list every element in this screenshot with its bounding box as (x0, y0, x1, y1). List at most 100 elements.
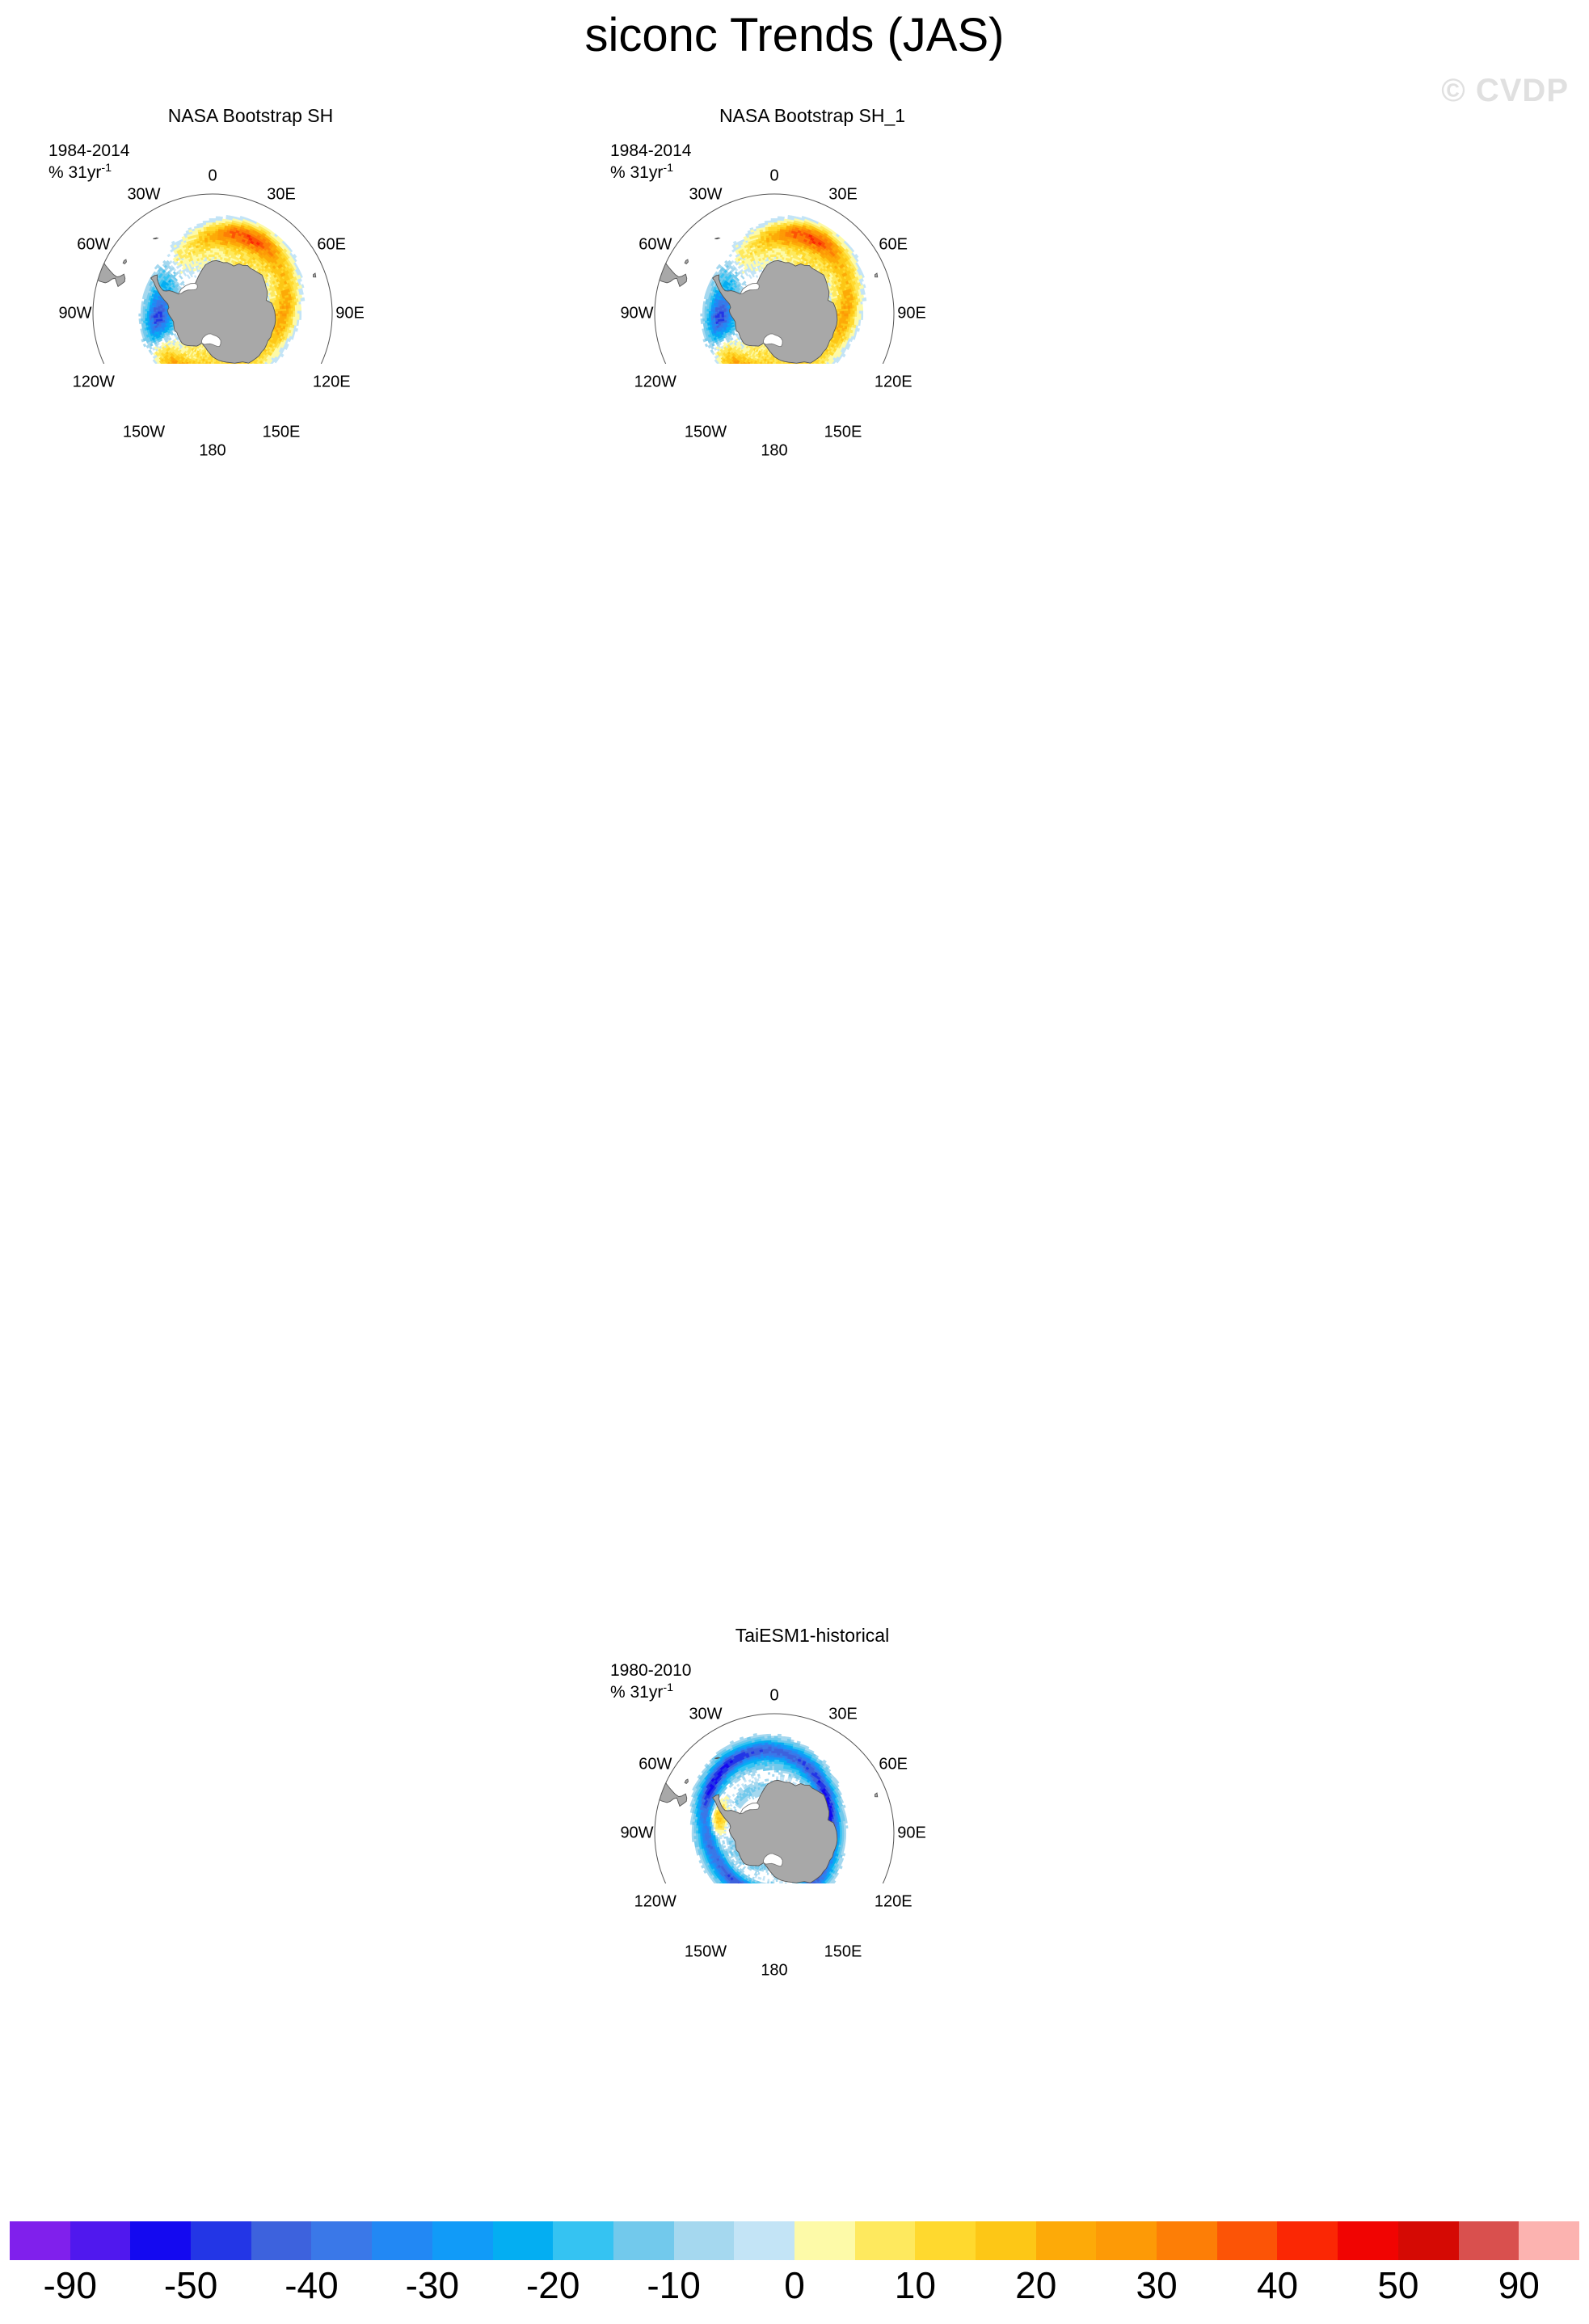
panel-period: 1980-2010 (610, 1661, 692, 1680)
longitude-label: 0 (769, 1686, 779, 1705)
longitude-label: 120W (72, 373, 115, 391)
longitude-label: 30W (127, 185, 161, 204)
map-panel: TaiESM1-historical 1980-2010% 31yr-1 0 30E 6… (610, 1625, 1014, 1980)
colorbar-tick-label: 0 (784, 2264, 805, 2306)
longitude-label: 120E (874, 373, 913, 391)
south-georgia-island (714, 1757, 721, 1760)
colorbar-cell[interactable] (553, 2221, 613, 2260)
colorbar-cell[interactable] (1397, 2221, 1459, 2260)
antarctica-landmass (712, 1779, 838, 1883)
colorbar-cell[interactable] (372, 2221, 432, 2260)
panel-meta: 1980-2010% 31yr-1 (610, 1661, 691, 1703)
longitude-label: 30E (828, 1705, 858, 1723)
colorbar-cell[interactable] (191, 2221, 251, 2260)
longitude-label: 0 (769, 167, 779, 185)
colorbar-cell[interactable] (1277, 2221, 1338, 2260)
colorbar-cell[interactable] (1338, 2221, 1398, 2260)
colorbar-cell[interactable] (794, 2221, 855, 2260)
longitude-label: 150E (262, 423, 301, 441)
longitude-label: 120W (634, 1892, 676, 1911)
polar-map[interactable] (610, 105, 1014, 364)
colorbar-cell[interactable] (70, 2221, 131, 2260)
longitude-label: 30E (267, 185, 296, 204)
data-cells (715, 1811, 723, 1824)
filchner-ronne-ice-shelf (177, 282, 198, 295)
longitude-label: 150W (122, 423, 166, 441)
colorbar-tick-labels: -90 -50 -40 -30 -20 -10 0 10 20 30 40 50 90 (10, 2263, 1579, 2312)
kerguelen-island (875, 1792, 879, 1798)
colorbar-tick-label: 30 (1136, 2264, 1178, 2306)
ross-ice-shelf (762, 1853, 783, 1866)
data-cells (714, 311, 725, 324)
map-panel: NASA Bootstrap SH_1 1984-2014% 31yr-1 0 30E… (610, 105, 1014, 460)
longitude-label: 150W (684, 423, 727, 441)
colorbar-cell[interactable] (130, 2221, 192, 2260)
colorbar-cell[interactable] (613, 2221, 674, 2260)
falkland-islands (122, 259, 127, 265)
ross-ice-shelf (762, 333, 783, 347)
colorbar-cell[interactable] (734, 2221, 794, 2260)
falkland-islands (684, 1778, 689, 1785)
longitude-label: 60E (879, 1755, 908, 1774)
data-cells (769, 234, 822, 364)
colorbar-tick-label: -50 (163, 2264, 218, 2306)
colorbar-cell[interactable] (1519, 2221, 1579, 2260)
colorbar-cell[interactable] (673, 2221, 735, 2260)
panel-period: 1984-2014 (48, 141, 130, 160)
colorbar-cell[interactable] (976, 2221, 1036, 2260)
filchner-ronne-ice-shelf (739, 1802, 760, 1815)
ross-ice-shelf (200, 333, 221, 347)
data-cells (153, 311, 163, 324)
longitude-label: 60W (639, 1755, 672, 1774)
longitude-label: 120E (312, 373, 351, 391)
page-title: siconc Trends (JAS) (584, 9, 1005, 61)
colorbar-cell[interactable] (1216, 2221, 1278, 2260)
colorbar-cell[interactable] (1096, 2221, 1157, 2260)
antarctica-landmass (150, 259, 276, 364)
colorbar-cell[interactable] (251, 2221, 312, 2260)
panel-units: % 31yr-1 (610, 161, 674, 182)
kerguelen-island (875, 272, 879, 278)
longitude-label: 90E (335, 304, 365, 323)
longitude-label: 30W (689, 185, 723, 204)
colorbar-cell[interactable] (1035, 2221, 1097, 2260)
data-cells (207, 234, 260, 364)
longitude-label: 180 (761, 1961, 788, 1980)
longitude-label: 60E (317, 235, 347, 254)
kerguelen-island (313, 272, 317, 278)
longitude-label: 150E (824, 423, 862, 441)
panel-title: NASA Bootstrap SH (167, 105, 334, 126)
colorbar-tick-label: 40 (1256, 2264, 1299, 2306)
colorbar-tick-label: -40 (285, 2264, 339, 2306)
colorbar-tick-label: -20 (525, 2264, 580, 2306)
filchner-ronne-ice-shelf (739, 282, 760, 295)
colorbar-tick-label: -10 (647, 2264, 701, 2306)
colorbar[interactable] (10, 2221, 1579, 2260)
colorbar-cell[interactable] (311, 2221, 373, 2260)
colorbar-cell[interactable] (1458, 2221, 1519, 2260)
colorbar-cell[interactable] (492, 2221, 554, 2260)
colorbar-cell[interactable] (915, 2221, 976, 2260)
colorbar-cell[interactable] (432, 2221, 493, 2260)
longitude-label: 120E (874, 1892, 913, 1911)
colorbar-tick-label: 20 (1015, 2264, 1057, 2306)
panel-units: % 31yr-1 (48, 161, 112, 182)
colorbar-cell[interactable] (854, 2221, 916, 2260)
longitude-label: 150E (824, 1942, 862, 1961)
data-cells (706, 1760, 834, 1883)
polar-map[interactable] (48, 105, 453, 364)
panel-units: % 31yr-1 (610, 1681, 674, 1702)
longitude-label: 90W (58, 304, 92, 323)
longitude-label: 90E (897, 304, 926, 323)
panel-title: NASA Bootstrap SH_1 (719, 105, 906, 126)
panel-meta: 1984-2014% 31yr-1 (610, 141, 691, 183)
longitude-label: 180 (199, 441, 226, 460)
cvdp-watermark: © CVDP (1441, 73, 1569, 108)
colorbar-cell[interactable] (10, 2221, 70, 2260)
panel-title: TaiESM1-historical (735, 1625, 890, 1646)
colorbar-cell[interactable] (1157, 2221, 1217, 2260)
colorbar-tick-label: 10 (894, 2264, 936, 2306)
polar-map[interactable] (610, 1625, 1014, 1883)
longitude-label: 60W (77, 235, 111, 254)
longitude-label: 90W (620, 304, 654, 323)
